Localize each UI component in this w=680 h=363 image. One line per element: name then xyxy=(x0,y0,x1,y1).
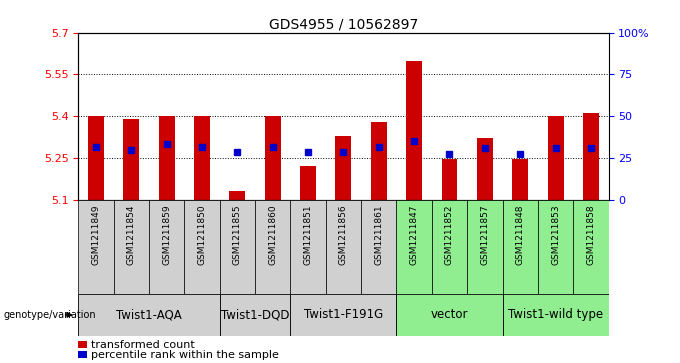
Text: GSM1211858: GSM1211858 xyxy=(586,204,596,265)
Bar xyxy=(432,200,467,294)
Bar xyxy=(538,200,573,294)
Text: GSM1211847: GSM1211847 xyxy=(409,204,419,265)
Title: GDS4955 / 10562897: GDS4955 / 10562897 xyxy=(269,17,418,32)
Text: GSM1211856: GSM1211856 xyxy=(339,204,348,265)
Text: GSM1211854: GSM1211854 xyxy=(126,204,136,265)
Text: GSM1211853: GSM1211853 xyxy=(551,204,560,265)
Text: Twist1-AQA: Twist1-AQA xyxy=(116,309,182,321)
Bar xyxy=(123,119,139,200)
Bar xyxy=(467,200,503,294)
Text: GSM1211852: GSM1211852 xyxy=(445,204,454,265)
Text: Twist1-wild type: Twist1-wild type xyxy=(508,309,603,321)
Bar xyxy=(573,200,609,294)
Bar xyxy=(114,200,149,294)
Bar xyxy=(300,166,316,200)
Bar xyxy=(512,159,528,200)
Text: GSM1211851: GSM1211851 xyxy=(303,204,313,265)
Bar xyxy=(396,200,432,294)
Bar xyxy=(149,200,184,294)
Bar xyxy=(547,116,564,200)
Bar xyxy=(158,116,175,200)
Bar xyxy=(335,136,352,200)
Text: percentile rank within the sample: percentile rank within the sample xyxy=(91,350,279,360)
Text: genotype/variation: genotype/variation xyxy=(3,310,96,320)
Text: transformed count: transformed count xyxy=(91,340,195,350)
Bar xyxy=(583,113,599,200)
Bar xyxy=(78,294,220,336)
Bar xyxy=(220,294,290,336)
Text: Twist1-DQD: Twist1-DQD xyxy=(221,309,289,321)
Text: GSM1211859: GSM1211859 xyxy=(162,204,171,265)
Bar xyxy=(406,61,422,200)
Text: GSM1211848: GSM1211848 xyxy=(515,204,525,265)
Bar xyxy=(265,116,281,200)
Text: GSM1211850: GSM1211850 xyxy=(197,204,207,265)
Bar xyxy=(477,138,493,200)
Text: GSM1211857: GSM1211857 xyxy=(480,204,490,265)
Bar xyxy=(371,122,387,200)
Text: Twist1-F191G: Twist1-F191G xyxy=(304,309,383,321)
Text: vector: vector xyxy=(430,309,469,321)
Bar xyxy=(503,200,538,294)
Bar xyxy=(184,200,220,294)
Text: GSM1211855: GSM1211855 xyxy=(233,204,242,265)
Bar xyxy=(255,200,290,294)
Bar xyxy=(78,351,87,358)
Text: GSM1211849: GSM1211849 xyxy=(91,204,101,265)
Bar xyxy=(78,200,114,294)
Bar xyxy=(396,294,503,336)
Text: GSM1211861: GSM1211861 xyxy=(374,204,384,265)
Bar xyxy=(503,294,609,336)
Bar xyxy=(88,116,104,200)
Bar xyxy=(290,294,396,336)
Bar xyxy=(78,341,87,348)
Bar xyxy=(361,200,396,294)
Bar xyxy=(441,159,458,200)
Text: GSM1211860: GSM1211860 xyxy=(268,204,277,265)
Bar xyxy=(229,191,245,200)
Bar xyxy=(194,116,210,200)
Bar xyxy=(220,200,255,294)
Bar xyxy=(326,200,361,294)
Bar xyxy=(290,200,326,294)
